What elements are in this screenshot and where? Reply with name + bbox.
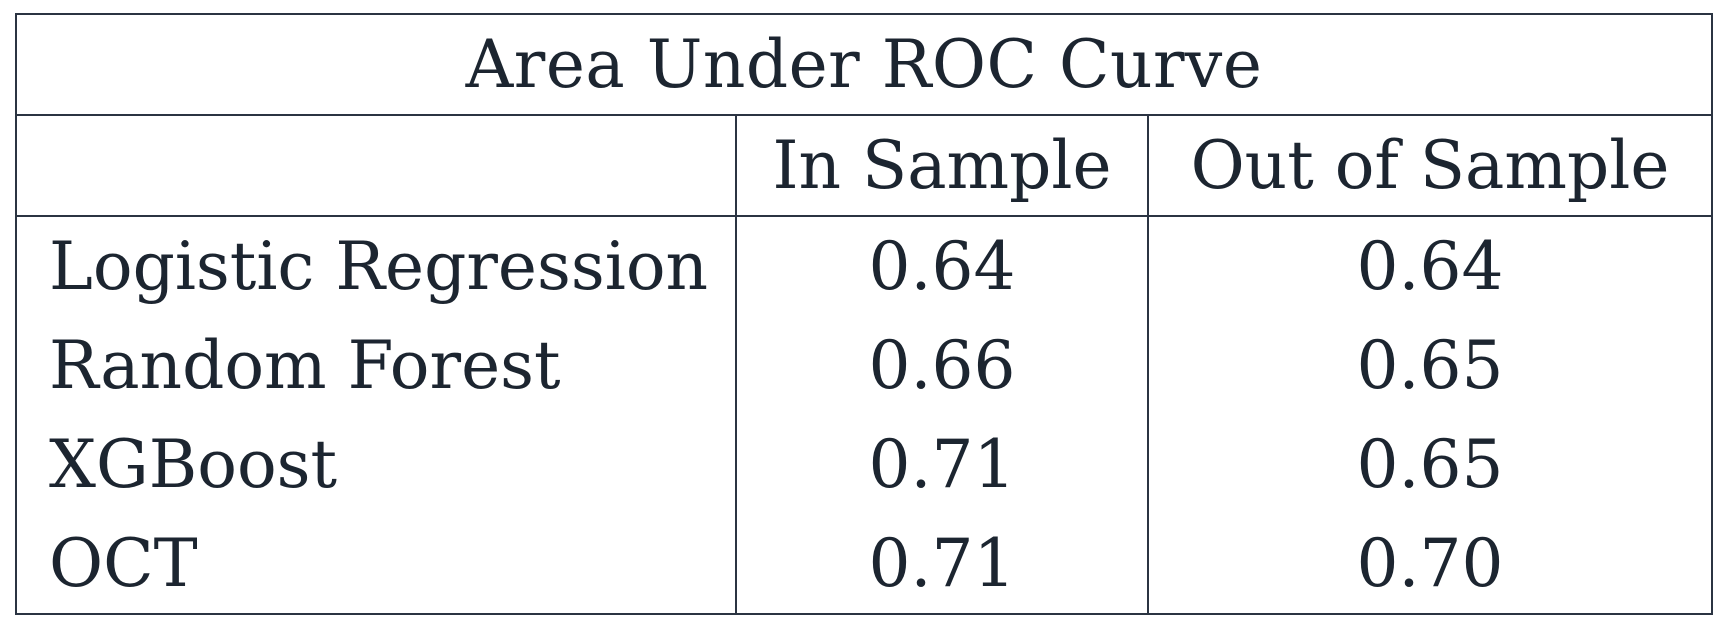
- out-of-sample-value: 0.65: [1147, 415, 1713, 514]
- table-row: Logistic Regression 0.64 0.64: [15, 215, 1713, 316]
- table-row: Random Forest 0.66 0.65: [15, 316, 1713, 415]
- table-title: Area Under ROC Curve: [15, 13, 1713, 116]
- in-sample-value: 0.71: [735, 514, 1149, 615]
- table-row: OCT 0.71 0.70: [15, 514, 1713, 615]
- out-of-sample-value: 0.64: [1147, 215, 1713, 316]
- model-name: XGBoost: [15, 415, 737, 514]
- header-in-sample: In Sample: [735, 114, 1149, 217]
- auc-table: Area Under ROC Curve In Sample Out of Sa…: [15, 13, 1713, 615]
- model-name: Logistic Regression: [15, 215, 737, 316]
- table-header-row: In Sample Out of Sample: [15, 114, 1713, 217]
- out-of-sample-value: 0.65: [1147, 316, 1713, 415]
- in-sample-value: 0.71: [735, 415, 1149, 514]
- model-name: OCT: [15, 514, 737, 615]
- table-row: XGBoost 0.71 0.65: [15, 415, 1713, 514]
- header-model-cell: [15, 114, 737, 217]
- table-title-row: Area Under ROC Curve: [15, 13, 1713, 116]
- out-of-sample-value: 0.70: [1147, 514, 1713, 615]
- in-sample-value: 0.66: [735, 316, 1149, 415]
- in-sample-value: 0.64: [735, 215, 1149, 316]
- model-name: Random Forest: [15, 316, 737, 415]
- header-out-of-sample: Out of Sample: [1147, 114, 1713, 217]
